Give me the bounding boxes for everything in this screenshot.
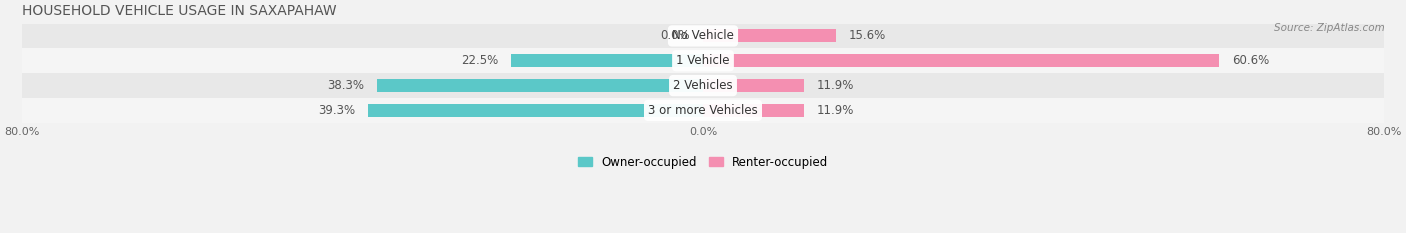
- Bar: [22, 24, 1384, 48]
- Text: 15.6%: 15.6%: [849, 29, 886, 42]
- Text: 38.3%: 38.3%: [328, 79, 364, 92]
- Bar: [703, 29, 835, 42]
- Text: HOUSEHOLD VEHICLE USAGE IN SAXAPAHAW: HOUSEHOLD VEHICLE USAGE IN SAXAPAHAW: [22, 4, 336, 18]
- Text: 0.0%: 0.0%: [661, 29, 690, 42]
- Text: 22.5%: 22.5%: [461, 54, 499, 67]
- Text: No Vehicle: No Vehicle: [672, 29, 734, 42]
- Text: 2 Vehicles: 2 Vehicles: [673, 79, 733, 92]
- Text: 3 or more Vehicles: 3 or more Vehicles: [648, 104, 758, 117]
- Bar: [703, 54, 1219, 67]
- Text: 60.6%: 60.6%: [1232, 54, 1270, 67]
- Bar: [377, 79, 703, 92]
- Bar: [703, 104, 804, 117]
- Bar: [512, 54, 703, 67]
- Bar: [703, 79, 804, 92]
- Text: 1 Vehicle: 1 Vehicle: [676, 54, 730, 67]
- Text: 11.9%: 11.9%: [817, 79, 855, 92]
- Bar: [22, 73, 1384, 98]
- Bar: [22, 48, 1384, 73]
- Text: Source: ZipAtlas.com: Source: ZipAtlas.com: [1274, 23, 1385, 33]
- Text: 39.3%: 39.3%: [319, 104, 356, 117]
- Bar: [368, 104, 703, 117]
- Bar: [22, 98, 1384, 123]
- Text: 11.9%: 11.9%: [817, 104, 855, 117]
- Legend: Owner-occupied, Renter-occupied: Owner-occupied, Renter-occupied: [578, 156, 828, 168]
